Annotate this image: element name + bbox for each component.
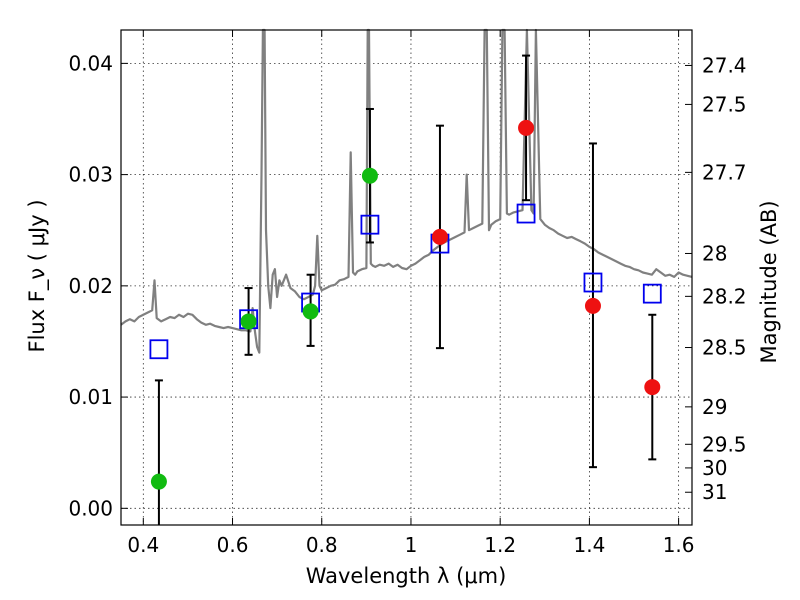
- x-tick-label: 1.4: [573, 533, 605, 557]
- errorbar: [154, 379, 163, 525]
- green-data-point: [302, 303, 319, 320]
- x-axis-label: Wavelength λ (μm): [306, 564, 507, 588]
- y-tick-label: 0.01: [68, 385, 113, 409]
- mag-tick-label: 28.5: [702, 336, 747, 360]
- grid: [121, 30, 692, 525]
- x-tick-label: 1.2: [484, 533, 516, 557]
- model-photometry: [149, 203, 662, 360]
- plot-frame: [120, 29, 693, 526]
- red-data-point: [584, 297, 601, 314]
- spectrum-line: [120, 28, 693, 354]
- mag-tick-label: 30: [702, 456, 727, 480]
- model-square-marker: [360, 214, 380, 235]
- green-data-point: [240, 313, 257, 330]
- model-square-marker: [642, 283, 662, 304]
- mag-tick-label: 29.5: [702, 432, 747, 456]
- mag-tick-label: 27.7: [702, 160, 747, 184]
- model-square-marker: [149, 339, 169, 360]
- y-tick-label: 0.02: [68, 274, 113, 298]
- x-tick-label: 0.6: [217, 533, 249, 557]
- mag-axis-label: Magnitude (AB): [757, 200, 781, 363]
- photometry-points: [150, 119, 661, 490]
- x-axis-ticks: 0.4 0.6 0.8 1 1.2 1.4 1.6: [127, 30, 695, 557]
- mag-tick-label: 29: [702, 395, 727, 419]
- mag-tick-label: 27.5: [702, 92, 747, 116]
- mag-tick-label: 28.2: [702, 284, 747, 308]
- y-tick-label: 0.00: [68, 496, 113, 520]
- mag-tick-label: 27.4: [702, 53, 747, 77]
- model-square-marker: [583, 272, 603, 293]
- x-tick-label: 0.4: [127, 533, 159, 557]
- red-data-point: [644, 379, 661, 396]
- y-axis-ticks: 0.00 0.01 0.02 0.03 0.04: [68, 51, 128, 520]
- spectrum-series: [120, 28, 693, 354]
- green-data-point: [150, 473, 167, 490]
- x-tick-label: 1: [405, 533, 418, 557]
- x-tick-label: 0.8: [306, 533, 338, 557]
- green-data-point: [361, 167, 378, 184]
- mag-tick-label: 31: [702, 480, 727, 504]
- red-data-point: [518, 119, 535, 136]
- red-data-point: [431, 228, 448, 245]
- errorbars: [154, 54, 657, 525]
- y-tick-label: 0.03: [68, 163, 113, 187]
- mag-tick-label: 28: [702, 241, 727, 265]
- y-axis-label: Flux F_ν ( μJy ): [25, 199, 50, 352]
- model-square-marker: [516, 203, 536, 224]
- x-tick-label: 1.6: [663, 533, 695, 557]
- y-tick-label: 0.04: [68, 51, 113, 75]
